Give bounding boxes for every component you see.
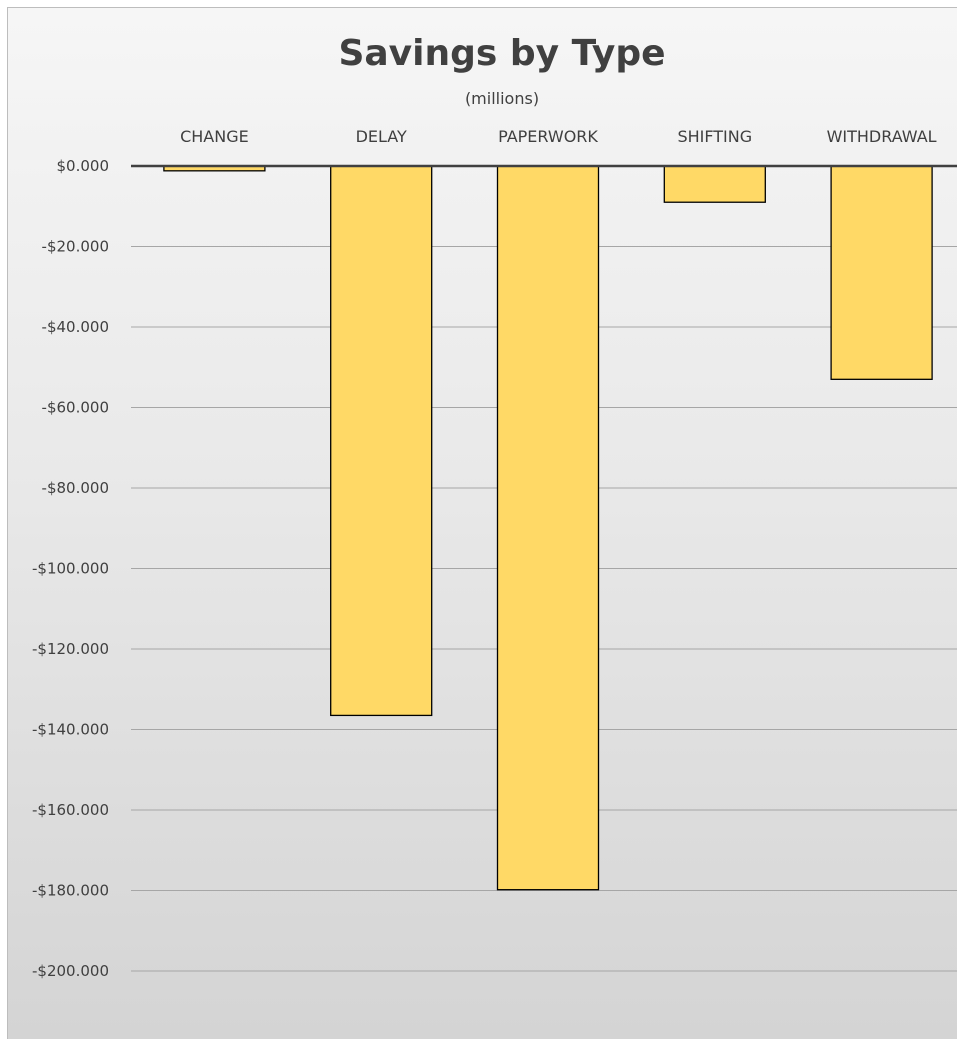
bar-shifting — [663, 165, 766, 203]
y-tick-label: -$180.000 — [32, 882, 109, 900]
chart-svg: Savings by Type (millions) $0.000 -$20.00… — [32, 33, 957, 980]
bar-paperwork — [496, 165, 600, 891]
chart-area: Savings by Type (millions) $0.000 -$20.00… — [7, 7, 957, 1039]
category-labels: CHANGE DELAY PAPERWORK SHIFTING WITHDRAWAL — [180, 127, 937, 146]
bars — [163, 165, 933, 891]
category-label: CHANGE — [180, 127, 249, 146]
y-axis-tick-labels: $0.000 -$20.000 -$40.000 -$60.000 -$80.000 -$… — [32, 157, 109, 980]
bar-delay — [330, 165, 433, 717]
y-tick-label: -$140.000 — [32, 721, 109, 739]
y-tick-label: -$200.000 — [32, 962, 109, 980]
y-tick-label: -$100.000 — [32, 560, 109, 578]
category-label: PAPERWORK — [498, 127, 598, 146]
chart-subtitle: (millions) — [465, 89, 539, 108]
category-label: DELAY — [356, 127, 407, 146]
category-label: SHIFTING — [677, 127, 752, 146]
y-tick-label: -$120.000 — [32, 640, 109, 658]
y-tick-label: -$60.000 — [42, 399, 109, 417]
y-tick-label: -$80.000 — [42, 479, 109, 497]
chart-title: Savings by Type — [338, 33, 665, 74]
y-tick-label: -$40.000 — [42, 318, 109, 336]
y-tick-label: -$160.000 — [32, 801, 109, 819]
bar-withdrawal — [830, 165, 933, 380]
y-tick-label: -$20.000 — [42, 238, 109, 256]
y-tick-label: $0.000 — [57, 157, 110, 175]
category-label: WITHDRAWAL — [827, 127, 937, 146]
